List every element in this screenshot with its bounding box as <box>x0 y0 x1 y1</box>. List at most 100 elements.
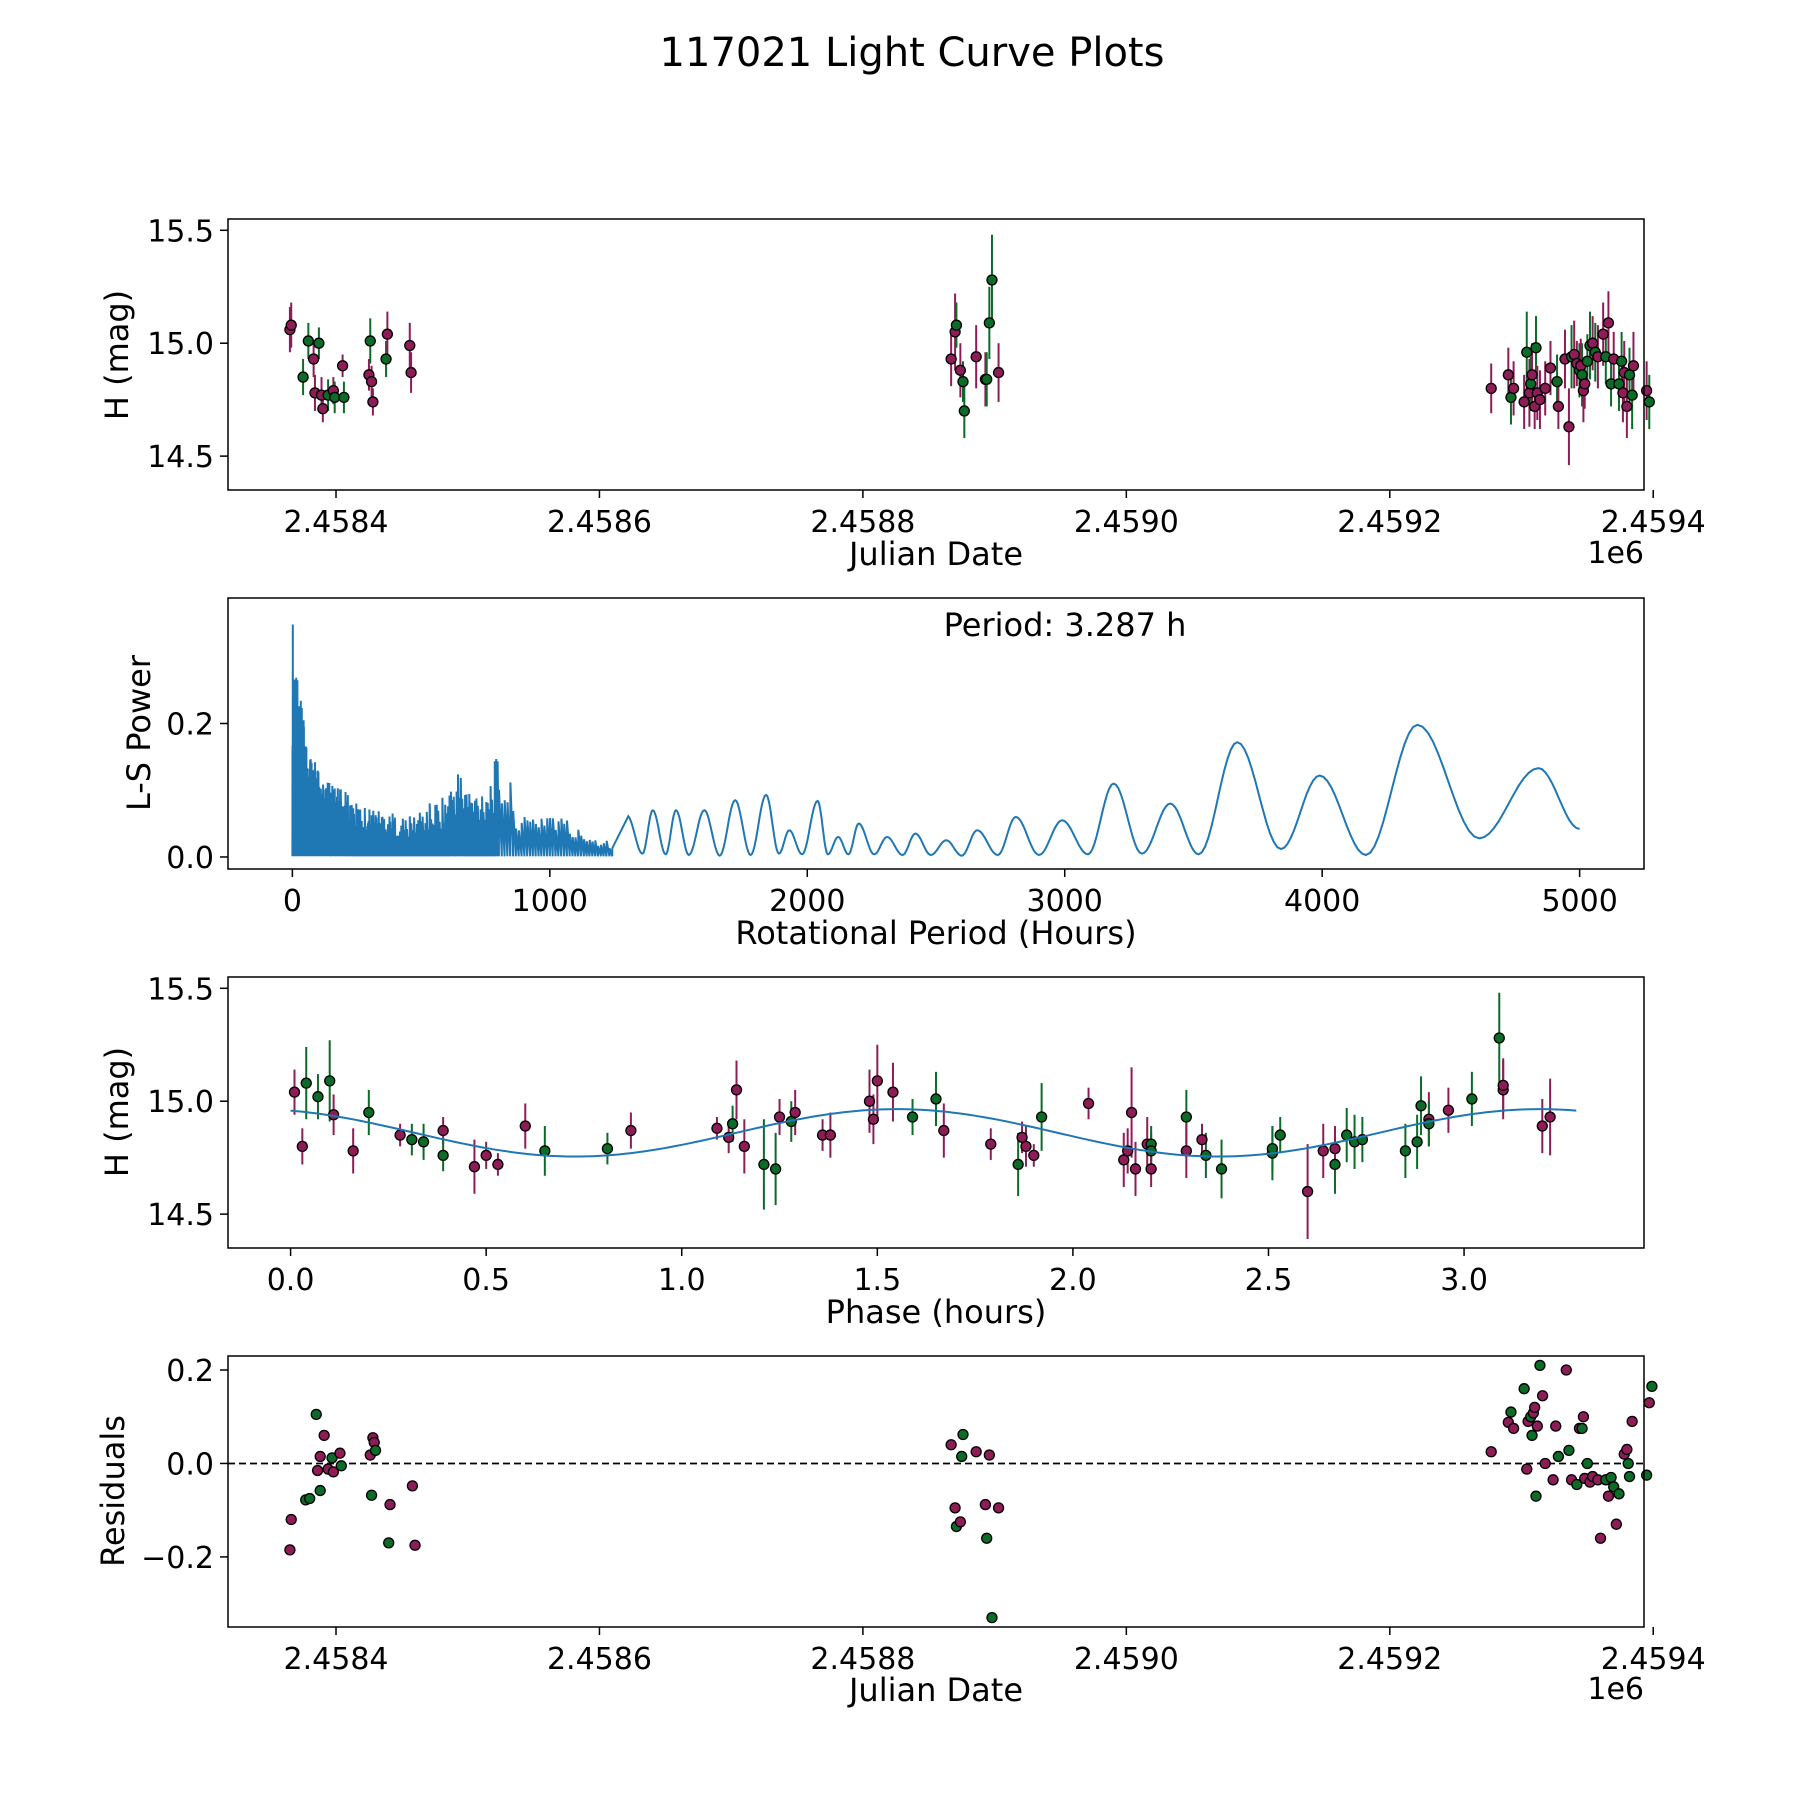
panel-residuals: 2.4584 2.4586 2.4588 2.4590 2.4592 2.4594 −0.… <box>94 1354 1706 1709</box>
y-tick-label: 0.2 <box>166 707 214 742</box>
residual-point <box>1577 1411 1590 1423</box>
residual-point <box>335 1460 347 1472</box>
phased-point <box>1028 1149 1040 1162</box>
residual-point <box>365 1489 378 1501</box>
x-tick-label: 2.0 <box>1049 1263 1097 1298</box>
residuals-offset-label: 1e6 <box>1587 1672 1644 1707</box>
residual-point <box>1485 1446 1497 1458</box>
lightcurve-point <box>983 317 995 329</box>
residual-point <box>983 1449 995 1461</box>
x-tick-label: 1.5 <box>853 1263 901 1298</box>
phased-point <box>468 1161 481 1173</box>
residual-point <box>1560 1364 1572 1376</box>
lightcurve-point <box>1518 396 1530 408</box>
phased-point <box>480 1149 492 1162</box>
x-tick-label: 3000 <box>1027 884 1103 919</box>
residual-point <box>383 1537 395 1549</box>
phased-point <box>985 1138 997 1150</box>
x-tick-label: 1000 <box>512 884 588 919</box>
phased-point <box>1466 1093 1478 1105</box>
x-tick-label: 0 <box>283 884 302 919</box>
residual-point <box>311 1464 324 1477</box>
lightcurve-point <box>950 319 963 331</box>
lightcurve-point <box>1643 396 1655 408</box>
lightcurve-offset-label: 1e6 <box>1587 536 1644 571</box>
residual-point <box>1550 1420 1562 1432</box>
phased-point <box>347 1145 359 1157</box>
residual-point <box>1622 1457 1634 1470</box>
residual-point <box>314 1450 326 1463</box>
residual-point <box>318 1429 330 1442</box>
lightcurve-point <box>307 353 320 365</box>
x-tick-label: 2.4584 <box>284 505 389 540</box>
phased-point <box>1082 1097 1095 1110</box>
phased-point <box>773 1111 786 1123</box>
x-tick-label: 0.5 <box>462 1263 510 1298</box>
lightcurve-point <box>1526 369 1538 381</box>
phased-point <box>1442 1104 1455 1116</box>
lightcurve-point <box>1530 342 1542 354</box>
phased-y-ticks: 14.5 15.0 15.5 <box>147 972 228 1233</box>
panel-periodogram: 0 1000 2000 3000 4000 5000 0.0 0.2 Period: 3.2… <box>120 597 1645 952</box>
phased-point <box>519 1120 531 1132</box>
lightcurve-point <box>981 373 993 385</box>
residual-point <box>1530 1490 1542 1502</box>
lightcurve-point <box>1521 346 1533 358</box>
lightcurve-point <box>367 396 379 408</box>
lightcurve-point <box>381 328 394 340</box>
x-tick-label: 1.0 <box>658 1263 706 1298</box>
x-tick-label: 2000 <box>769 884 845 919</box>
phased-point <box>863 1095 876 1107</box>
residual-point <box>1518 1383 1530 1395</box>
phased-point <box>938 1124 950 1137</box>
lightcurve-point <box>1626 389 1638 401</box>
lightcurve-point <box>1502 369 1514 381</box>
x-tick-label: 0.0 <box>267 1263 315 1298</box>
phased-point <box>1012 1158 1024 1171</box>
phased-x-label: Phase (hours) <box>826 1293 1047 1331</box>
y-tick-label: 0.0 <box>166 841 214 876</box>
lightcurve-axes-frame <box>227 218 1645 491</box>
lightcurve-point <box>1615 355 1628 367</box>
phased-point <box>887 1086 899 1098</box>
lightcurve-marks <box>284 234 1655 466</box>
phased-point <box>601 1142 614 1155</box>
x-tick-label: 2.4590 <box>1074 505 1179 540</box>
y-tick-label: 15.0 <box>147 1085 214 1120</box>
phased-point <box>867 1113 880 1125</box>
lightcurve-point <box>958 405 970 417</box>
lightcurve-y-label: H (mag) <box>98 290 136 420</box>
phased-point <box>1215 1163 1228 1175</box>
residual-point <box>1507 1422 1520 1435</box>
lightcurve-point <box>1640 384 1653 397</box>
residual-point <box>1531 1420 1543 1432</box>
residual-point <box>1594 1532 1607 1544</box>
phased-point <box>1035 1111 1048 1123</box>
phased-point <box>1125 1106 1138 1119</box>
phased-point <box>300 1077 312 1089</box>
phased-point <box>1536 1120 1548 1132</box>
residual-point <box>1621 1443 1633 1456</box>
phased-point <box>288 1086 301 1098</box>
phased-point <box>394 1129 406 1141</box>
phased-point <box>625 1124 637 1137</box>
lightcurve-point <box>405 366 417 379</box>
residuals-x-label: Julian Date <box>847 1671 1023 1709</box>
lightcurve-point <box>404 339 416 352</box>
lightcurve-point <box>285 319 297 331</box>
phased-point <box>492 1158 504 1171</box>
y-tick-label: 14.5 <box>147 1198 214 1233</box>
lightcurve-point <box>945 353 957 365</box>
phased-point <box>1399 1145 1412 1157</box>
periodogram-y-ticks: 0.0 0.2 <box>166 707 228 876</box>
residual-point <box>314 1484 326 1497</box>
phased-point <box>417 1136 430 1148</box>
fit-curve <box>290 1108 1577 1158</box>
lightcurve-point <box>1552 400 1565 413</box>
x-tick-label: 2.4586 <box>547 1642 652 1677</box>
residual-point <box>1571 1478 1583 1491</box>
lightcurve-point <box>992 366 1005 379</box>
periodogram-y-label: L-S Power <box>120 654 158 811</box>
residual-point <box>992 1502 1005 1514</box>
